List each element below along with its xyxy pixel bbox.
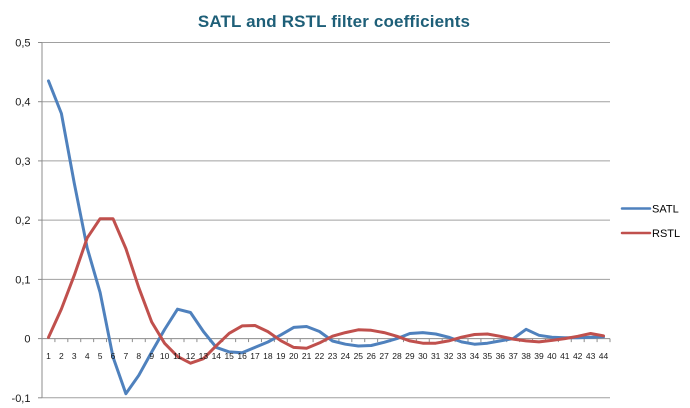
svg-text:18: 18 [263, 351, 273, 361]
svg-text:36: 36 [496, 351, 506, 361]
svg-text:7: 7 [124, 351, 129, 361]
svg-text:28: 28 [392, 351, 402, 361]
svg-text:-0,1: -0,1 [12, 393, 31, 405]
svg-text:21: 21 [302, 351, 312, 361]
svg-text:26: 26 [366, 351, 376, 361]
svg-text:11: 11 [173, 351, 182, 361]
svg-text:42: 42 [573, 351, 583, 361]
svg-text:29: 29 [405, 351, 415, 361]
svg-text:SATL and RSTL filter coefficie: SATL and RSTL filter coefficients [198, 12, 470, 31]
svg-text:0: 0 [24, 334, 30, 346]
svg-text:34: 34 [470, 351, 480, 361]
svg-text:0,5: 0,5 [15, 38, 30, 50]
svg-text:19: 19 [276, 351, 286, 361]
svg-text:2: 2 [59, 351, 64, 361]
svg-text:20: 20 [289, 351, 299, 361]
svg-text:35: 35 [483, 351, 493, 361]
svg-text:0,3: 0,3 [15, 156, 30, 168]
svg-text:0,2: 0,2 [15, 215, 30, 227]
svg-text:39: 39 [534, 351, 544, 361]
svg-text:1: 1 [46, 351, 51, 361]
svg-text:12: 12 [186, 351, 196, 361]
svg-text:0,4: 0,4 [15, 97, 30, 109]
svg-text:10: 10 [160, 351, 170, 361]
svg-text:27: 27 [379, 351, 389, 361]
svg-text:13: 13 [199, 351, 209, 361]
svg-text:37: 37 [508, 351, 518, 361]
svg-text:38: 38 [521, 351, 531, 361]
svg-text:5: 5 [98, 351, 103, 361]
svg-text:SATL: SATL [652, 204, 679, 216]
svg-text:16: 16 [237, 351, 247, 361]
svg-text:25: 25 [354, 351, 364, 361]
svg-text:9: 9 [149, 351, 154, 361]
svg-text:30: 30 [418, 351, 428, 361]
svg-text:41: 41 [560, 351, 570, 361]
svg-text:15: 15 [224, 351, 234, 361]
svg-text:6: 6 [111, 351, 116, 361]
svg-text:RSTL: RSTL [652, 228, 680, 240]
svg-text:14: 14 [212, 351, 222, 361]
svg-text:44: 44 [599, 351, 609, 361]
svg-text:32: 32 [444, 351, 454, 361]
svg-text:33: 33 [457, 351, 467, 361]
svg-text:43: 43 [586, 351, 596, 361]
svg-text:17: 17 [250, 351, 260, 361]
svg-text:22: 22 [315, 351, 325, 361]
svg-text:0,1: 0,1 [15, 274, 30, 286]
svg-text:4: 4 [85, 351, 90, 361]
svg-text:31: 31 [431, 351, 441, 361]
svg-text:3: 3 [72, 351, 77, 361]
svg-text:40: 40 [547, 351, 557, 361]
svg-text:23: 23 [328, 351, 338, 361]
svg-text:8: 8 [136, 351, 141, 361]
svg-text:24: 24 [341, 351, 351, 361]
